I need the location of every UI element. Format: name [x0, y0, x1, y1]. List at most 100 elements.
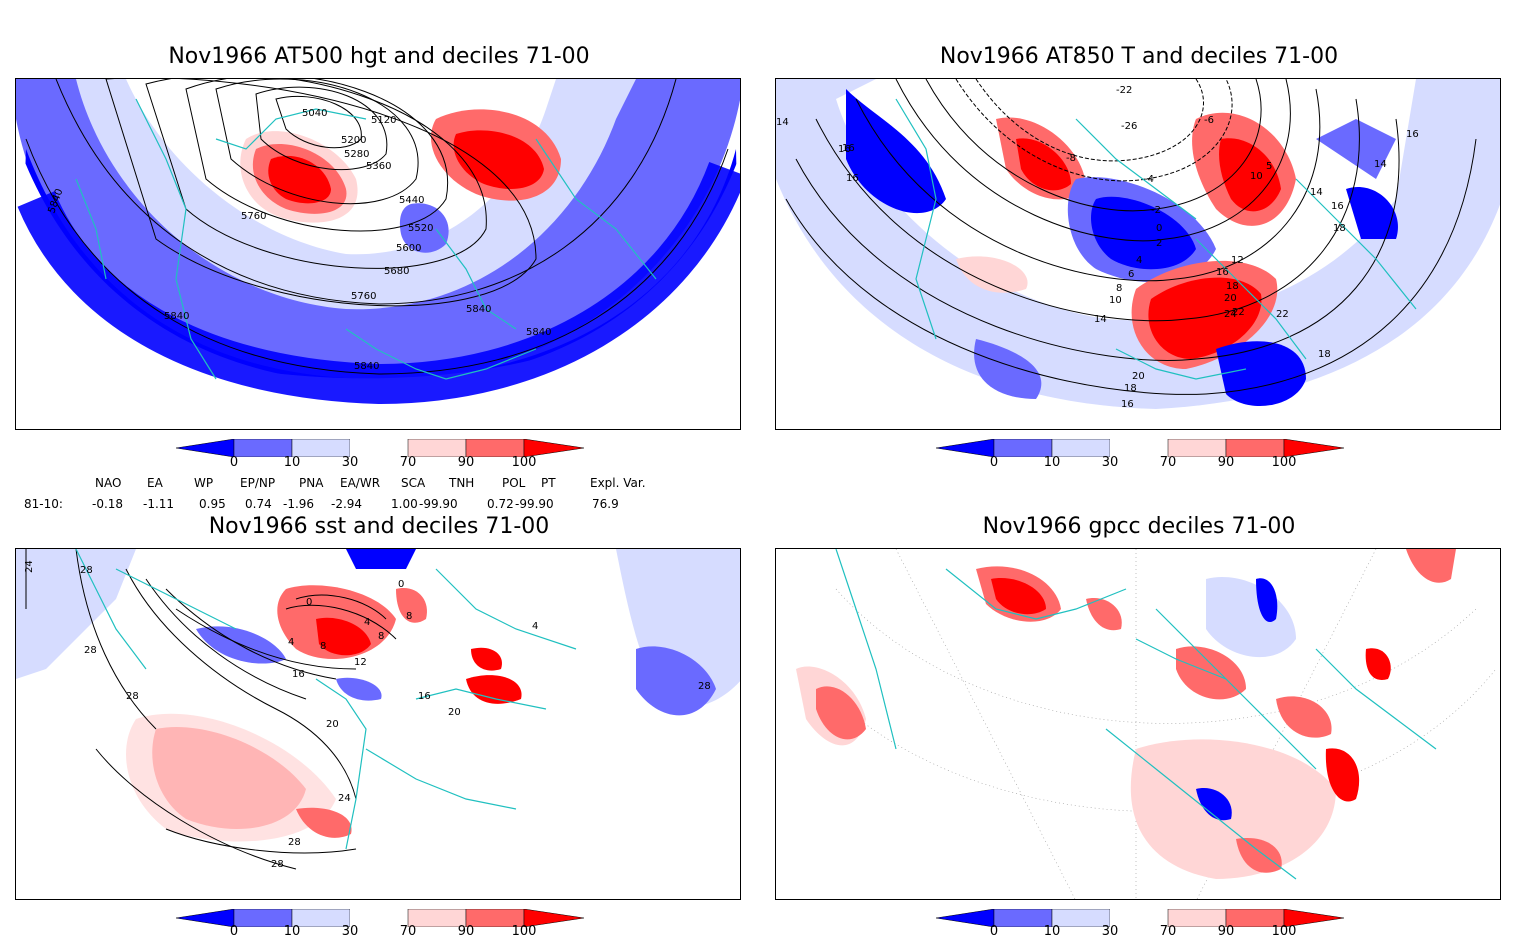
contour-label: 24 — [24, 560, 35, 573]
index-header: SCA — [401, 476, 426, 490]
contour-label: 5760 — [241, 211, 266, 222]
contour-label: 28 — [288, 837, 301, 848]
contour-label: -22 — [1116, 85, 1132, 96]
panel-title-sst: Nov1966 sst and deciles 71-00 — [208, 514, 550, 539]
colorbar-tick: 30 — [1101, 924, 1119, 939]
colorbar-tick: 100 — [1271, 924, 1297, 939]
colorbar-tick: 100 — [511, 455, 537, 470]
contour-label: 14 — [776, 117, 789, 128]
contour-label: 0 — [306, 597, 312, 608]
contour-label: 28 — [126, 691, 139, 702]
contour-label: 5120 — [371, 115, 396, 126]
contour-label: 5200 — [341, 135, 366, 146]
index-header: PNA — [299, 476, 324, 490]
contour-label: 4 — [1136, 255, 1142, 266]
contour-label: 0 — [398, 579, 404, 590]
contour-label: 6 — [1128, 269, 1134, 280]
index-header: POL — [502, 476, 526, 490]
contour-label: 16 — [292, 669, 305, 680]
contour-label: 12 — [354, 657, 367, 668]
contour-label: 16 — [1121, 399, 1134, 410]
index-header: EP/NP — [240, 476, 276, 490]
index-header: TNH — [449, 476, 475, 490]
contour-label: 5840 — [164, 311, 189, 322]
contour-label: 16 — [1406, 129, 1419, 140]
contour-label: 8 — [320, 641, 326, 652]
colorbar-tick: 100 — [1271, 455, 1297, 470]
contour-label: 20 — [326, 719, 339, 730]
contour-label: 5760 — [351, 291, 376, 302]
contour-label: 22 — [1232, 307, 1245, 318]
contour-label: 8 — [406, 611, 412, 622]
colorbar-tick: 0 — [989, 924, 999, 939]
contour-label: 0 — [1156, 223, 1162, 234]
map-850t-canvas: -22 -26 -8 -4 -2 0 2 4 6 8 10 14 16 16 1… — [776, 79, 1500, 410]
colorbar-tick: 70 — [399, 924, 417, 939]
panel-title-850t: Nov1966 AT850 T and deciles 71-00 — [939, 44, 1339, 69]
contour-label: 14 — [1094, 314, 1107, 325]
colorbar-tick: 10 — [1043, 924, 1061, 939]
contour-label: 4 — [364, 617, 370, 628]
contour-label: 24 — [1224, 309, 1237, 320]
colorbar-tick: 0 — [229, 455, 239, 470]
contour-label: 28 — [84, 645, 97, 656]
index-value: -1.11 — [143, 497, 175, 511]
colorbar-tick: 30 — [341, 924, 359, 939]
colorbar-2-ramp — [935, 438, 1345, 458]
contour-label: 5520 — [408, 223, 433, 234]
map-500hgt-canvas: 5040 5120 5200 5280 5360 5440 5520 5600 … — [16, 79, 740, 429]
contour-label: 16 — [846, 173, 859, 184]
contour-label: 16 — [842, 143, 855, 154]
colorbar-tick: 90 — [1217, 455, 1235, 470]
contour-label: 18 — [1333, 223, 1346, 234]
contour-label: 5600 — [396, 243, 421, 254]
contour-label: 12 — [1231, 255, 1244, 266]
colorbar-tick: 90 — [1217, 924, 1235, 939]
index-value: 0.95 — [199, 497, 226, 511]
index-row-label: 81-10: — [24, 497, 63, 511]
contour-label: 20 — [1132, 371, 1145, 382]
index-value: 0.74 — [245, 497, 272, 511]
contour-label: 5840 — [354, 361, 379, 372]
contour-label: 14 — [1310, 187, 1323, 198]
colorbar-tick: 90 — [457, 924, 475, 939]
map-gpcc-canvas — [796, 549, 1497, 899]
contour-label: 5360 — [366, 161, 391, 172]
contour-label: 8 — [378, 631, 384, 642]
map-500hgt: 5040 5120 5200 5280 5360 5440 5520 5600 … — [15, 78, 741, 430]
map-sst: 24 28 28 28 20 24 28 28 4 8 12 16 0 4 8 … — [15, 548, 741, 900]
contour-label: 5440 — [399, 195, 424, 206]
contour-label: 28 — [80, 565, 93, 576]
index-header: EA/WR — [340, 476, 381, 490]
colorbar-3-ramp — [175, 908, 585, 928]
colorbar-tick: 100 — [511, 924, 537, 939]
colorbar-tick: 70 — [1159, 924, 1177, 939]
colorbar-2: 0 10 30 70 90 100 — [935, 438, 1346, 475]
contour-label: 16 — [1216, 267, 1229, 278]
index-header: EA — [147, 476, 163, 490]
map-850t: -22 -26 -8 -4 -2 0 2 4 6 8 10 14 16 16 1… — [775, 78, 1501, 430]
colorbar-tick: 90 — [457, 455, 475, 470]
contour-label: 22 — [1276, 309, 1289, 320]
index-value: -0.18 — [92, 497, 124, 511]
index-header: Expl. Var. — [590, 476, 646, 490]
colorbar-tick: 10 — [1043, 455, 1061, 470]
index-header: PT — [541, 476, 556, 490]
contour-label: 5 — [1266, 161, 1272, 172]
index-header: WP — [194, 476, 214, 490]
contour-label: 14 — [1374, 159, 1387, 170]
colorbar-tick: 0 — [229, 924, 239, 939]
contour-label: 5040 — [302, 108, 327, 119]
colorbar-4: 0 10 30 70 90 100 — [935, 908, 1346, 940]
contour-label: 20 — [448, 707, 461, 718]
colorbar-tick: 0 — [989, 455, 999, 470]
contour-label: 24 — [338, 793, 351, 804]
contour-label: -8 — [1066, 153, 1076, 164]
contour-label: -26 — [1121, 121, 1137, 132]
contour-label: 28 — [271, 859, 284, 870]
colorbar-3: 0 10 30 70 90 100 — [175, 908, 586, 940]
contour-label: 18 — [1226, 281, 1239, 292]
contour-label: 5680 — [384, 266, 409, 277]
colorbar-4-ramp — [935, 908, 1345, 928]
contour-label: 10 — [1109, 295, 1122, 306]
